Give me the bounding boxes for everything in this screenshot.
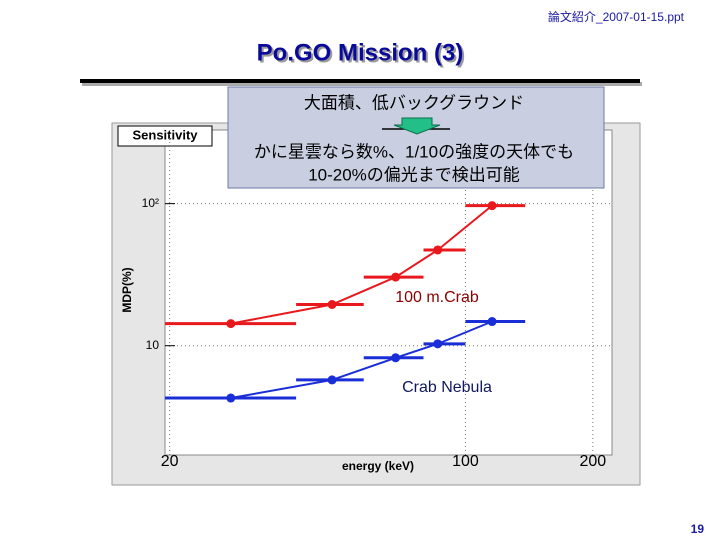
point	[327, 375, 337, 385]
page-number: 19	[691, 522, 705, 536]
chart-title: Sensitivity	[132, 127, 198, 142]
y-tick-label: 10	[146, 338, 160, 352]
callout-line: 10-20%の偏光まで検出可能	[308, 165, 520, 184]
point	[433, 339, 443, 349]
point	[226, 319, 236, 329]
series-label: 100 m.Crab	[395, 289, 479, 306]
title-shadow: Po.GO Mission (3)	[259, 41, 466, 68]
y-label: MDP(%)	[120, 267, 134, 312]
rule	[80, 79, 640, 83]
x-tick-label: 20	[161, 453, 179, 470]
y-tick-label: 10²	[142, 196, 159, 210]
series-label: Crab Nebula	[402, 379, 492, 396]
x-tick-label: 100	[452, 453, 479, 470]
point	[433, 245, 443, 255]
header: 論文紹介_2007-01-15.ppt	[548, 9, 685, 24]
legend-box	[117, 125, 213, 147]
point	[391, 353, 401, 363]
x-tick-label: 200	[579, 453, 606, 470]
point	[327, 299, 337, 309]
x-label: energy (keV)	[342, 459, 414, 473]
callout	[227, 86, 605, 189]
point	[226, 393, 236, 403]
callout-line: 大面積、低バックグラウンド	[304, 93, 524, 112]
point	[391, 272, 401, 282]
point	[487, 201, 497, 211]
point	[487, 317, 497, 327]
callout-line: かに星雲なら数%、1/10の強度の天体でも	[254, 142, 574, 161]
arrow	[393, 117, 441, 135]
rule-shadow	[82, 82, 642, 86]
plot: 10 10² 20 100 200 100 m.Crab Crab Nebula	[142, 130, 612, 470]
title: Po.GO Mission (3)	[257, 39, 464, 66]
